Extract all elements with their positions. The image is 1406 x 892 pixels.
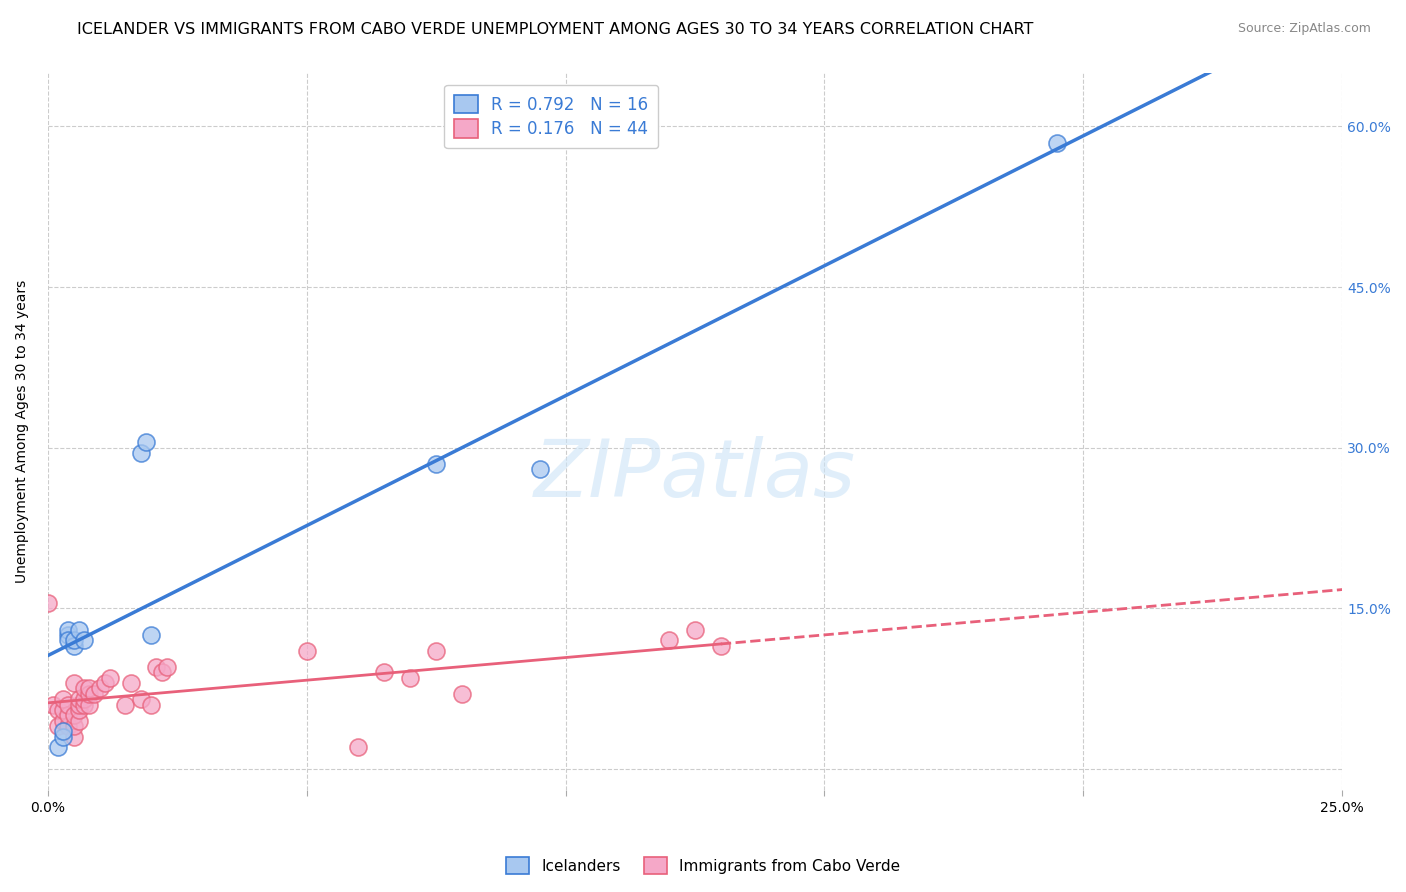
Point <box>62 633 84 648</box>
Point <box>529 462 551 476</box>
Point <box>347 740 370 755</box>
Point <box>129 692 152 706</box>
Point <box>52 730 75 744</box>
Point <box>52 692 75 706</box>
Point <box>399 671 422 685</box>
Point <box>77 681 100 696</box>
Point <box>73 633 96 648</box>
Point <box>58 633 80 648</box>
Point <box>58 628 80 642</box>
Point <box>58 698 80 712</box>
Point <box>451 687 474 701</box>
Point <box>58 719 80 733</box>
Point <box>710 639 733 653</box>
Point <box>62 639 84 653</box>
Point <box>1046 136 1069 150</box>
Point <box>425 644 447 658</box>
Point <box>73 692 96 706</box>
Point <box>658 633 681 648</box>
Point <box>683 623 706 637</box>
Point <box>77 698 100 712</box>
Point <box>141 698 163 712</box>
Point <box>150 665 173 680</box>
Point <box>156 660 179 674</box>
Text: ZIPatlas: ZIPatlas <box>534 435 856 514</box>
Point <box>373 665 395 680</box>
Point <box>129 446 152 460</box>
Point <box>67 692 90 706</box>
Point <box>135 435 157 450</box>
Point <box>42 698 65 712</box>
Point <box>58 708 80 723</box>
Legend: Icelanders, Immigrants from Cabo Verde: Icelanders, Immigrants from Cabo Verde <box>501 851 905 880</box>
Point <box>46 740 69 755</box>
Y-axis label: Unemployment Among Ages 30 to 34 years: Unemployment Among Ages 30 to 34 years <box>15 280 30 583</box>
Point <box>46 719 69 733</box>
Point <box>114 698 136 712</box>
Point <box>62 676 84 690</box>
Point <box>73 698 96 712</box>
Point <box>67 623 90 637</box>
Point <box>62 708 84 723</box>
Point <box>120 676 142 690</box>
Point <box>89 681 111 696</box>
Point <box>77 687 100 701</box>
Point <box>67 698 90 712</box>
Text: Source: ZipAtlas.com: Source: ZipAtlas.com <box>1237 22 1371 36</box>
Point <box>62 730 84 744</box>
Point <box>83 687 105 701</box>
Point <box>145 660 167 674</box>
Point <box>98 671 121 685</box>
Point <box>52 703 75 717</box>
Point <box>93 676 115 690</box>
Point <box>58 623 80 637</box>
Point <box>52 724 75 739</box>
Point <box>67 714 90 728</box>
Point <box>141 628 163 642</box>
Text: ICELANDER VS IMMIGRANTS FROM CABO VERDE UNEMPLOYMENT AMONG AGES 30 TO 34 YEARS C: ICELANDER VS IMMIGRANTS FROM CABO VERDE … <box>77 22 1033 37</box>
Point <box>425 457 447 471</box>
Point <box>67 703 90 717</box>
Point <box>46 703 69 717</box>
Point <box>73 681 96 696</box>
Legend: R = 0.792   N = 16, R = 0.176   N = 44: R = 0.792 N = 16, R = 0.176 N = 44 <box>444 85 658 148</box>
Point <box>52 714 75 728</box>
Point <box>37 596 59 610</box>
Point <box>295 644 318 658</box>
Point <box>62 719 84 733</box>
